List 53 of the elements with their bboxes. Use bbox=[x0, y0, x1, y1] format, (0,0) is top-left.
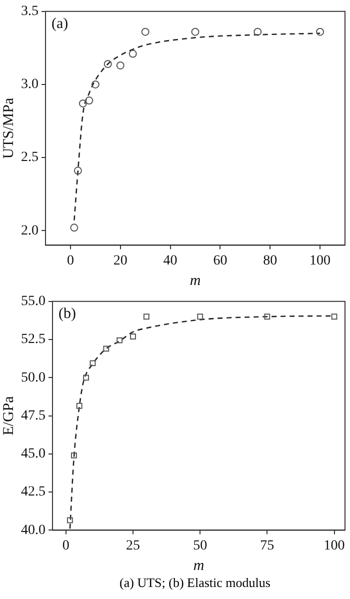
x-tick-label: 50 bbox=[193, 538, 208, 554]
y-tick-label: 3.5 bbox=[21, 4, 38, 20]
point bbox=[143, 314, 150, 320]
x-tick-label: 100 bbox=[310, 253, 331, 268]
x-tick-label: 20 bbox=[113, 253, 128, 268]
point bbox=[76, 402, 82, 409]
y-tick-label: 55.0 bbox=[21, 294, 46, 310]
x-tick-label: 0 bbox=[62, 538, 70, 554]
point bbox=[316, 28, 324, 36]
point bbox=[66, 517, 73, 524]
point bbox=[104, 60, 112, 68]
y-tick-label: 42.5 bbox=[21, 484, 46, 500]
point bbox=[130, 334, 136, 340]
y-axis-title: E/GPa bbox=[0, 396, 17, 436]
point bbox=[85, 96, 94, 105]
point bbox=[141, 28, 150, 36]
y-tick-label: 47.5 bbox=[21, 408, 46, 424]
x-tick-label: 40 bbox=[163, 253, 178, 268]
point bbox=[78, 99, 87, 108]
point bbox=[254, 28, 262, 36]
chart-title: (b) bbox=[58, 306, 76, 322]
point bbox=[83, 374, 90, 381]
point bbox=[197, 314, 204, 320]
point bbox=[91, 80, 100, 88]
x-tick-label: 80 bbox=[263, 253, 278, 268]
text: (a) UTS; (b) Elastic modulus bbox=[118, 575, 272, 591]
point bbox=[70, 224, 78, 232]
point bbox=[103, 346, 110, 352]
y-tick-label: 2.5 bbox=[21, 150, 38, 166]
y-tick-label: 52.5 bbox=[21, 332, 46, 348]
y-axis-title: UTS/MPa bbox=[0, 98, 17, 159]
x-tick-label: 0 bbox=[66, 253, 74, 268]
point bbox=[116, 61, 124, 70]
x-tick-label: 75 bbox=[260, 538, 274, 554]
point bbox=[264, 314, 270, 320]
point bbox=[191, 28, 200, 36]
y-tick-label: 40.0 bbox=[21, 522, 46, 538]
chart-title: (a) bbox=[52, 16, 68, 32]
point bbox=[74, 166, 82, 175]
x-tick-label: 100 bbox=[324, 538, 345, 554]
x-axis-title: m bbox=[193, 558, 204, 574]
point bbox=[128, 50, 137, 58]
y-tick-label: 50.0 bbox=[21, 370, 46, 386]
x-axis-title: m bbox=[190, 272, 201, 289]
point bbox=[331, 314, 338, 320]
y-tick-label: 3.0 bbox=[21, 77, 38, 92]
y-tick-label: 2.0 bbox=[21, 223, 38, 238]
y-tick-label: 45.0 bbox=[21, 446, 46, 462]
point bbox=[116, 337, 123, 344]
x-tick-label: 60 bbox=[213, 253, 228, 268]
x-tick-label: 25 bbox=[126, 538, 140, 554]
point bbox=[90, 360, 96, 366]
point bbox=[70, 452, 77, 458]
